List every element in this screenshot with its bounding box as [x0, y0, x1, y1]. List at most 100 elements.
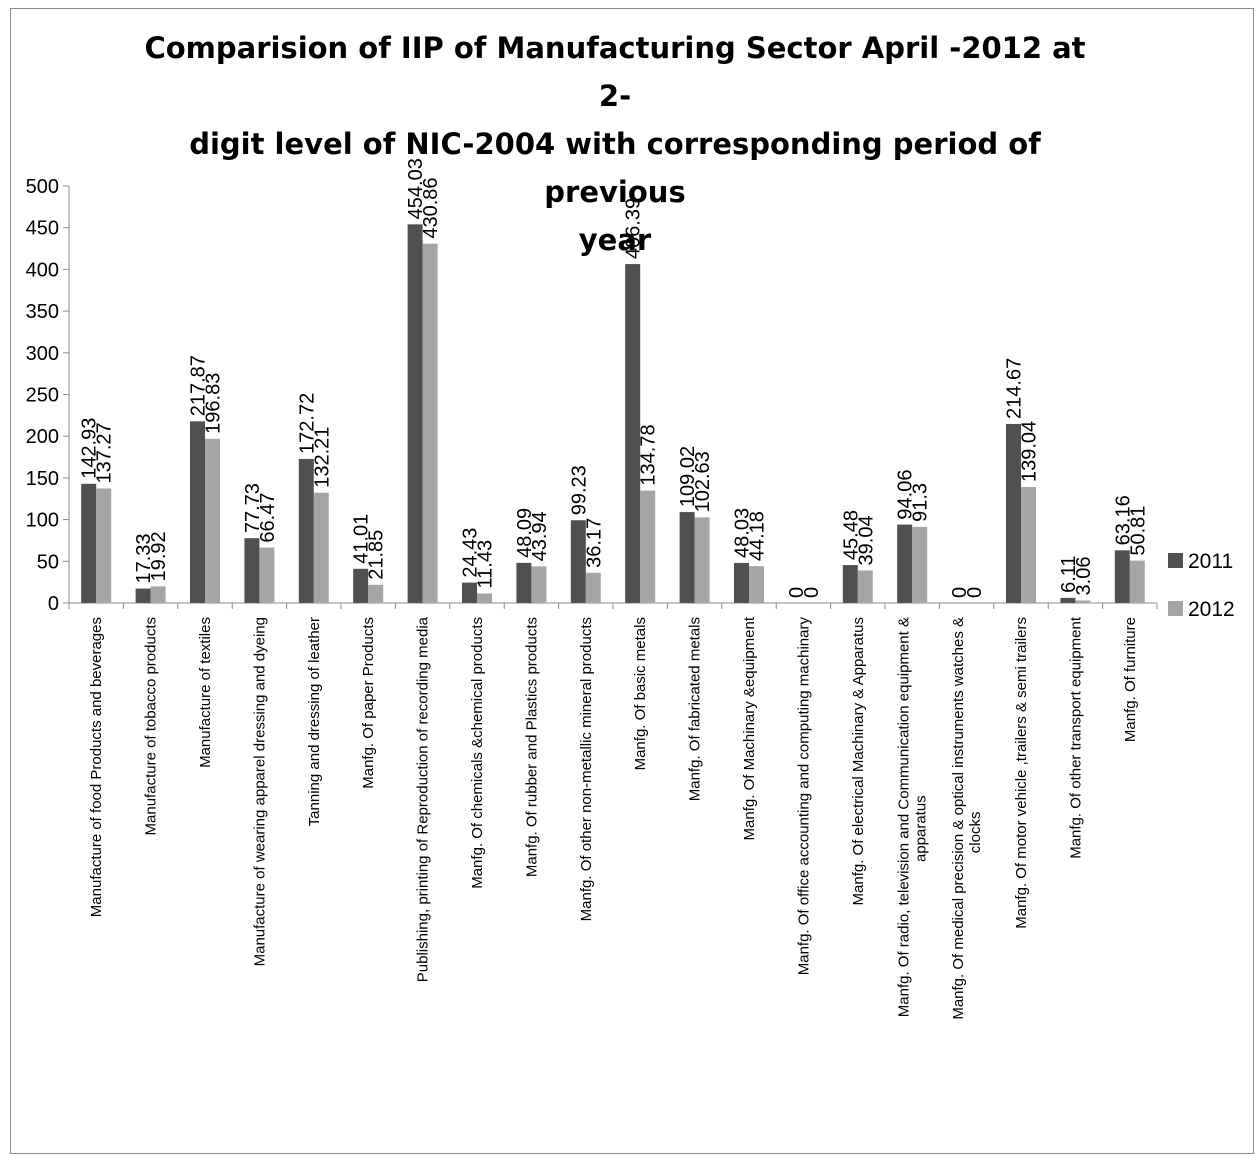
bar-2011: [570, 520, 586, 603]
data-label-2011: 454.03: [405, 158, 427, 219]
legend-label-2011: 2011: [1188, 550, 1233, 573]
data-label-2011: 94.06: [895, 469, 917, 519]
data-label-2012: 0: [801, 587, 823, 598]
data-label-2011: 6.11: [1058, 555, 1080, 592]
y-tick-label: 400: [26, 259, 59, 281]
y-tick-label: 350: [26, 301, 59, 323]
bar-2011: [244, 538, 260, 603]
bar-2012: [96, 488, 112, 603]
y-tick-label: 0: [48, 593, 59, 615]
bar-2012: [368, 584, 384, 603]
category-label: Manfg. Of motor vehicle ,trailers & semi…: [1013, 617, 1030, 929]
bar-2011: [897, 524, 913, 603]
data-label-2012: 11.43: [475, 540, 497, 589]
category-label: Manfg. Of office accounting and computin…: [795, 617, 812, 976]
data-label-2012: 0: [964, 587, 986, 598]
bar-2011: [190, 421, 205, 603]
category-label: Manufacture of food Products and beverag…: [88, 617, 105, 917]
bar-2012: [1129, 560, 1145, 603]
category-label: Manufacture of textiles: [197, 617, 214, 768]
data-label-2011: 0: [786, 587, 808, 598]
category-label: Manfg. Of furniture: [1122, 617, 1139, 742]
data-label-2012: 3.06: [1073, 557, 1095, 596]
bar-2011: [81, 483, 97, 603]
bar-2011: [679, 512, 695, 603]
legend-swatch-2011: [1168, 553, 1183, 568]
category-label: Manfg. Of medical precision & optical in…: [950, 617, 984, 1020]
data-label-2012: 102.63: [692, 451, 714, 512]
bar-2011: [1006, 423, 1021, 603]
data-label-2012: 132.21: [311, 427, 333, 488]
data-label-2011: 217.87: [188, 355, 210, 416]
data-label-2011: 109.02: [677, 446, 699, 507]
category-label: Manufacture of wearing apparel dressing …: [251, 617, 268, 966]
data-label-2012: 196.83: [203, 373, 225, 434]
data-labels: 142.93 17.33 217.87 77.73 172.72 41.01 454.03 2…: [79, 158, 1150, 598]
data-label-2012: 91.3: [910, 483, 932, 522]
legend-label-2012: 2012: [1188, 598, 1235, 621]
category-label: Manfg. Of other transport equipment: [1067, 616, 1084, 859]
category-label: Manfg. Of other non-metallic mineral pro…: [578, 617, 595, 921]
data-label-2012: 19.92: [148, 531, 170, 581]
data-label-2012: 134.78: [638, 424, 660, 485]
category-label: Manfg. Of rubber and Plastics products: [523, 617, 540, 877]
data-label-2011: 172.72: [296, 393, 318, 454]
data-label-2012: 137.27: [94, 422, 116, 483]
y-tick-label: 100: [26, 510, 59, 532]
category-label: Manfg. Of paper Products: [360, 617, 377, 789]
bar-2012: [313, 492, 329, 603]
bar-2011: [516, 562, 532, 603]
data-label-2012: 66.47: [257, 493, 279, 543]
y-tick-label: 500: [26, 176, 59, 198]
category-label: Tanning and dressing of leather: [306, 617, 323, 826]
category-label: Manfg. Of fabricated metals: [687, 617, 704, 801]
category-labels: Manufacture of food Products and beverag…: [88, 616, 1139, 1020]
data-label-2011: 45.48: [840, 510, 862, 560]
data-label-2012: 139.04: [1019, 421, 1041, 482]
y-tick-label: 50: [37, 551, 59, 573]
data-label-2012: 36.17: [583, 518, 605, 568]
data-label-2012: 44.18: [747, 511, 769, 561]
y-tick-label: 450: [26, 218, 59, 240]
data-label-2012: 43.94: [529, 511, 551, 561]
category-label: Manfg. Of chemicals &chemical products: [469, 617, 486, 889]
bar-2012: [477, 593, 492, 603]
legend-swatch-2012: [1168, 601, 1183, 616]
data-label-2012: 50.81: [1127, 506, 1149, 556]
bar-2012: [857, 570, 873, 603]
data-label-2011: 406.39: [623, 198, 645, 259]
bar-2011: [353, 568, 369, 603]
category-label: Publishing, printing of Reproduction of …: [415, 616, 432, 982]
data-label-2012: 39.04: [855, 515, 877, 565]
data-label-2011: 24.43: [460, 528, 482, 578]
bar-2012: [640, 490, 656, 603]
bar-2012: [531, 566, 547, 603]
data-label-2011: 99.23: [568, 465, 590, 515]
bar-2011: [734, 562, 749, 603]
y-tick-label: 200: [26, 426, 59, 448]
bar-2011: [135, 588, 151, 603]
y-tick-label: 150: [26, 468, 59, 490]
y-tick-label: 300: [26, 343, 59, 365]
bar-2012: [205, 438, 220, 603]
bar-2012: [694, 517, 710, 603]
bar-2012: [259, 547, 275, 603]
bar-2011: [462, 582, 477, 603]
data-label-2012: 430.86: [420, 177, 442, 238]
data-label-2011: 48.09: [514, 508, 536, 558]
bar-2011: [1060, 597, 1076, 603]
bar-2012: [150, 586, 166, 603]
data-label-2011: 0: [949, 587, 971, 598]
data-label-2011: 77.73: [242, 483, 264, 533]
bar-2012: [422, 243, 438, 603]
bars: [81, 224, 1145, 603]
data-label-2011: 142.93: [79, 418, 101, 479]
data-label-2012: 21.85: [366, 530, 388, 580]
bar-2012: [1021, 487, 1036, 603]
bar-2012: [912, 526, 928, 603]
bar-2011: [1114, 550, 1130, 603]
data-label-2011: 41.01: [351, 514, 373, 564]
bar-2011: [298, 458, 314, 603]
bar-2012: [585, 572, 601, 603]
category-label: Manufacture of tobacco products: [143, 617, 160, 835]
